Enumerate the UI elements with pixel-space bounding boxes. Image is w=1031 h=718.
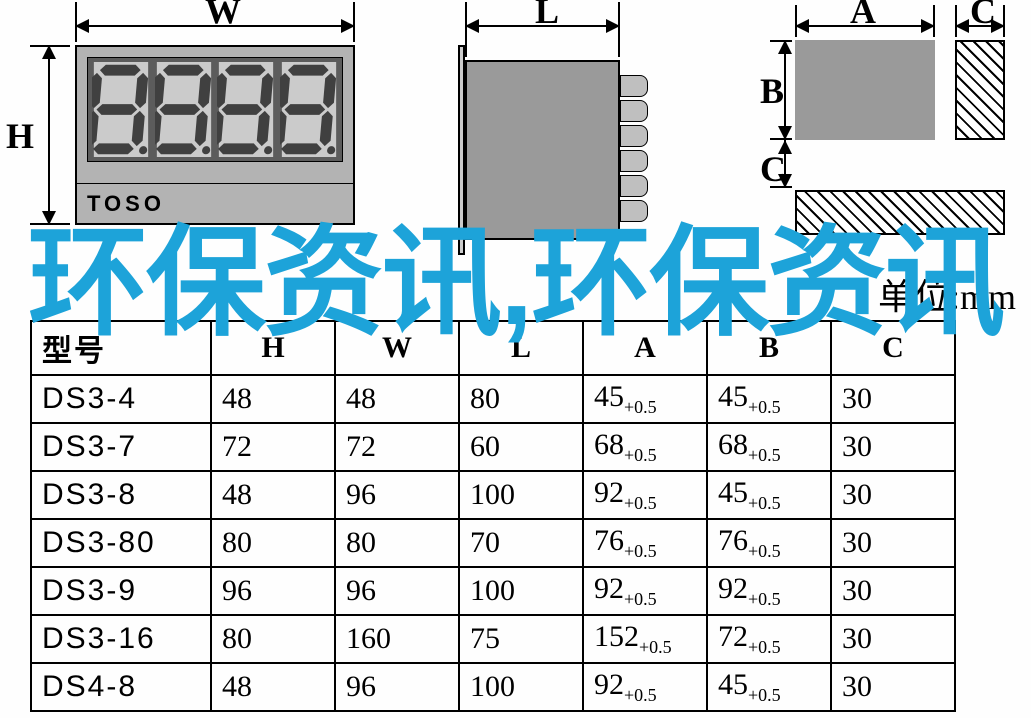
cell-W: 72 [335, 423, 459, 471]
cell-H: 80 [211, 519, 335, 567]
panel-side-flange [458, 45, 465, 255]
cell-model: DS3-4 [31, 375, 211, 423]
cell-W: 96 [335, 567, 459, 615]
panel-cutout-view: A C B C [770, 0, 1020, 270]
unit-label: 单位:mm [878, 268, 1016, 320]
hatch-wall-bottom [795, 190, 1005, 235]
seven-segment-display [87, 57, 343, 162]
table-row: DS3-8080807076+0.576+0.530 [31, 519, 955, 567]
cell-model: DS3-80 [31, 519, 211, 567]
col-header-model: 型号 [31, 321, 211, 375]
cell-L: 60 [459, 423, 583, 471]
cell-W: 96 [335, 663, 459, 711]
table-row: DS3-772726068+0.568+0.530 [31, 423, 955, 471]
front-view: W H TOSO [30, 0, 370, 250]
table-row: DS3-168016075152+0.572+0.530 [31, 615, 955, 663]
hatch-wall-right [955, 40, 1005, 140]
panel-front-face: TOSO [75, 45, 355, 225]
col-header-C: C [831, 321, 955, 375]
dimension-diagrams: W H TOSO L [0, 0, 1031, 260]
dim-label-A: A [850, 0, 876, 32]
cell-C: 30 [831, 471, 955, 519]
table-row: DS3-9969610092+0.592+0.530 [31, 567, 955, 615]
cell-H: 48 [211, 471, 335, 519]
cell-H: 48 [211, 663, 335, 711]
digit-8-icon [92, 62, 150, 157]
cell-W: 80 [335, 519, 459, 567]
cell-model: DS3-9 [31, 567, 211, 615]
cell-model: DS4-8 [31, 663, 211, 711]
cell-L: 100 [459, 663, 583, 711]
cell-C: 30 [831, 519, 955, 567]
cell-W: 96 [335, 471, 459, 519]
cell-B: 72+0.5 [707, 615, 831, 663]
cell-W: 48 [335, 375, 459, 423]
cell-model: DS3-7 [31, 423, 211, 471]
cell-L: 70 [459, 519, 583, 567]
cell-A: 76+0.5 [583, 519, 707, 567]
cutout-opening [795, 40, 935, 140]
dim-label-H: H [6, 115, 34, 157]
cell-A: 152+0.5 [583, 615, 707, 663]
cell-A: 68+0.5 [583, 423, 707, 471]
cell-H: 80 [211, 615, 335, 663]
dim-label-L: L [535, 0, 559, 32]
table-header-row: 型号 H W L A B C [31, 321, 955, 375]
cell-B: 76+0.5 [707, 519, 831, 567]
cell-L: 100 [459, 471, 583, 519]
cell-B: 45+0.5 [707, 375, 831, 423]
digit-8-icon [155, 62, 213, 157]
digit-8-icon [280, 62, 338, 157]
cell-H: 96 [211, 567, 335, 615]
cell-B: 68+0.5 [707, 423, 831, 471]
col-header-H: H [211, 321, 335, 375]
cell-L: 80 [459, 375, 583, 423]
cell-A: 92+0.5 [583, 663, 707, 711]
table-row: DS4-8489610092+0.545+0.530 [31, 663, 955, 711]
cell-C: 30 [831, 615, 955, 663]
col-header-B: B [707, 321, 831, 375]
cell-H: 48 [211, 375, 335, 423]
table-row: DS3-8489610092+0.545+0.530 [31, 471, 955, 519]
digit-8-icon [217, 62, 275, 157]
cell-model: DS3-16 [31, 615, 211, 663]
panel-terminals [620, 75, 648, 225]
cell-L: 75 [459, 615, 583, 663]
cell-C: 30 [831, 375, 955, 423]
cell-A: 92+0.5 [583, 471, 707, 519]
dim-label-B: B [760, 70, 784, 112]
dim-label-W: W [205, 0, 241, 32]
cell-L: 100 [459, 567, 583, 615]
panel-side-body [465, 60, 620, 240]
cell-C: 30 [831, 423, 955, 471]
table-row: DS3-448488045+0.545+0.530 [31, 375, 955, 423]
cell-A: 45+0.5 [583, 375, 707, 423]
col-header-A: A [583, 321, 707, 375]
col-header-W: W [335, 321, 459, 375]
dimensions-table: 型号 H W L A B C DS3-448488045+0.545+0.530… [30, 320, 956, 712]
cell-model: DS3-8 [31, 471, 211, 519]
cell-B: 92+0.5 [707, 567, 831, 615]
col-header-L: L [459, 321, 583, 375]
cell-A: 92+0.5 [583, 567, 707, 615]
cell-C: 30 [831, 663, 955, 711]
brand-label: TOSO [87, 191, 165, 217]
cell-W: 160 [335, 615, 459, 663]
cell-B: 45+0.5 [707, 663, 831, 711]
cell-B: 45+0.5 [707, 471, 831, 519]
side-view: L [440, 0, 670, 250]
cell-C: 30 [831, 567, 955, 615]
cell-H: 72 [211, 423, 335, 471]
